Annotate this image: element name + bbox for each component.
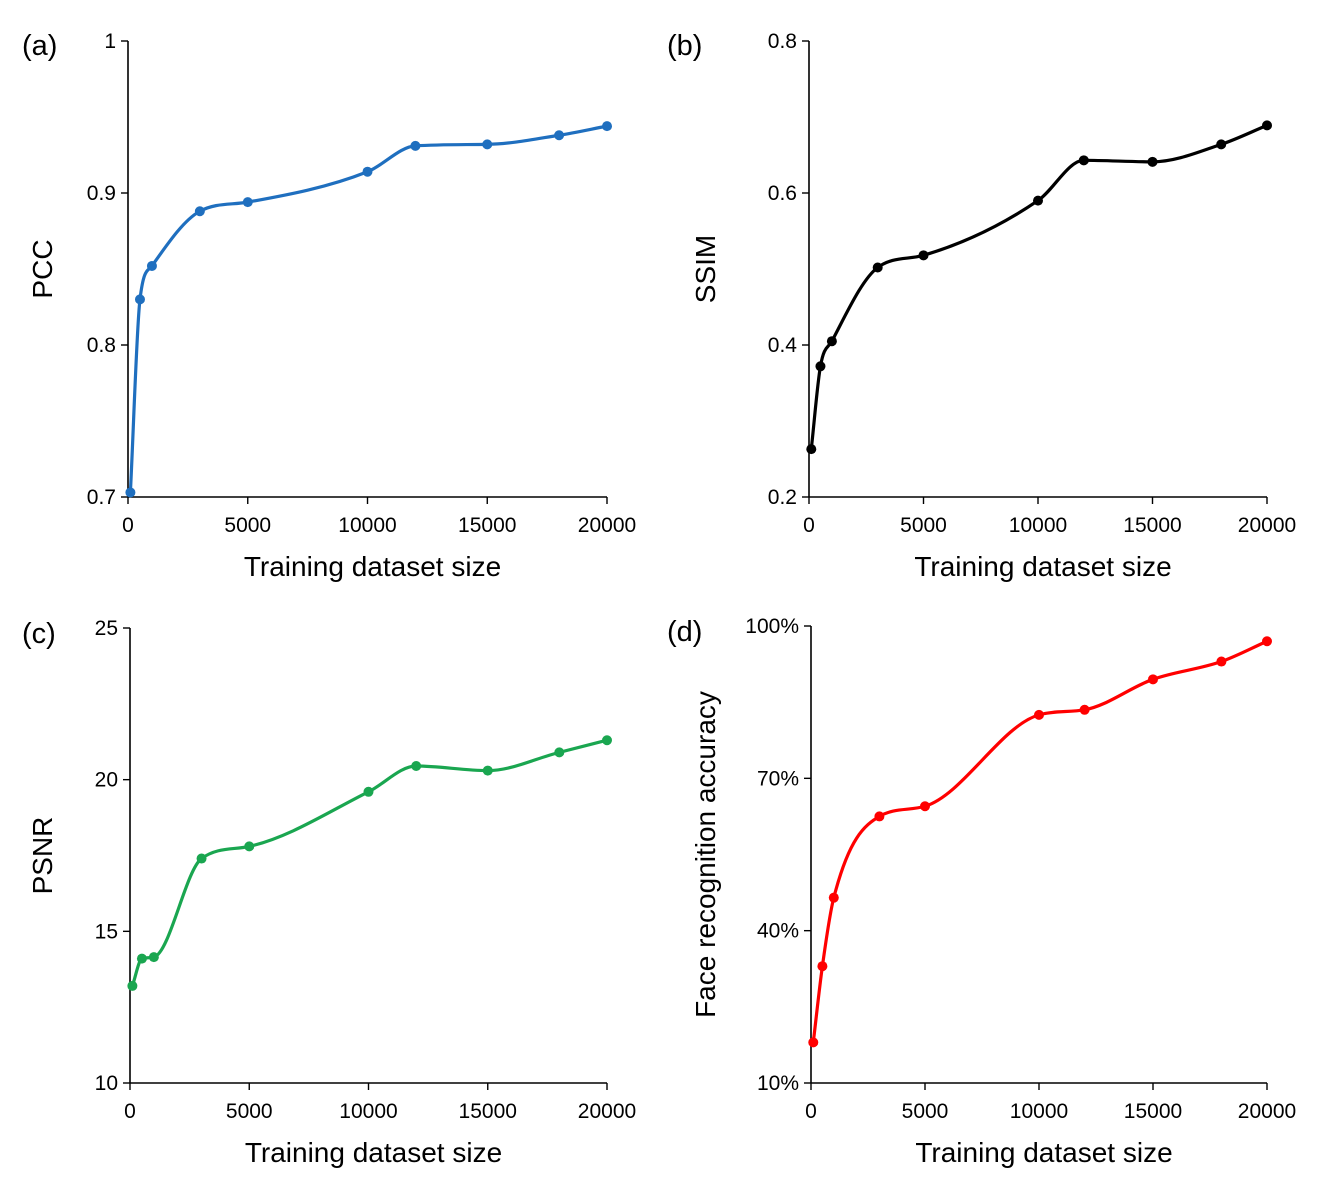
data-point bbox=[918, 250, 929, 261]
chart-panel-d: (d) 10% 40% 70% 100% 0 5000 10000 15000 20000 Trai… bbox=[667, 615, 1296, 1168]
data-point bbox=[194, 206, 205, 217]
data-point bbox=[362, 166, 373, 177]
y-tick-label: 25 bbox=[95, 617, 118, 640]
x-tick-label: 20000 bbox=[578, 1100, 636, 1123]
data-point bbox=[196, 853, 207, 864]
data-point bbox=[815, 361, 826, 372]
data-point bbox=[363, 786, 374, 797]
y-tick-label: 10% bbox=[757, 1072, 799, 1095]
y-tick-label: 40% bbox=[757, 920, 799, 943]
data-point bbox=[1078, 155, 1089, 166]
data-point bbox=[482, 765, 493, 776]
series-line bbox=[128, 124, 609, 495]
data-point bbox=[806, 444, 817, 455]
data-point bbox=[554, 747, 565, 758]
x-tick-label: 15000 bbox=[1123, 514, 1181, 537]
chart-panel-a: (a) 0.7 0.8 0.9 1 0 5000 10000 15000 20000 Trainin… bbox=[22, 30, 636, 582]
y-tick-label: 0.6 bbox=[768, 182, 797, 205]
data-point bbox=[148, 952, 159, 963]
y-axis-title: PSNR bbox=[27, 817, 58, 895]
y-tick-label: 0.7 bbox=[87, 486, 116, 509]
x-tick-label: 0 bbox=[122, 514, 134, 537]
data-point bbox=[1216, 139, 1227, 150]
data-point bbox=[1262, 636, 1272, 647]
x-tick-label: 15000 bbox=[459, 1100, 517, 1123]
y-tick-label: 70% bbox=[757, 767, 799, 790]
y-tick-label: 15 bbox=[95, 920, 118, 943]
data-point bbox=[127, 980, 138, 991]
x-tick-label: 20000 bbox=[578, 514, 636, 537]
chart-panel-b: (b) 0.2 0.4 0.6 0.8 0 5000 10000 15000 20000 Train… bbox=[667, 30, 1296, 582]
x-tick-label: 5000 bbox=[226, 1100, 273, 1123]
x-tick-label: 20000 bbox=[1238, 514, 1296, 537]
x-tick-label: 10000 bbox=[1010, 1100, 1068, 1123]
x-axis-title: Training dataset size bbox=[914, 551, 1171, 582]
panel-label: (a) bbox=[22, 30, 57, 62]
data-point bbox=[125, 487, 136, 498]
data-point bbox=[826, 336, 837, 347]
x-axis-title: Training dataset size bbox=[915, 1137, 1172, 1168]
data-point bbox=[874, 811, 885, 822]
data-point bbox=[828, 892, 839, 903]
x-tick-label: 15000 bbox=[1124, 1100, 1182, 1123]
data-point bbox=[1262, 120, 1272, 131]
data-point bbox=[134, 294, 145, 305]
y-tick-label: 20 bbox=[95, 769, 118, 792]
series-line bbox=[809, 123, 1269, 451]
data-point bbox=[146, 260, 157, 271]
y-tick-label: 0.8 bbox=[768, 30, 797, 53]
x-tick-label: 0 bbox=[124, 1100, 136, 1123]
y-axis-title: PCC bbox=[27, 239, 58, 298]
x-tick-label: 0 bbox=[805, 1100, 817, 1123]
x-tick-label: 5000 bbox=[902, 1100, 949, 1123]
data-point bbox=[817, 961, 828, 972]
series-line bbox=[811, 639, 1269, 1044]
x-tick-label: 10000 bbox=[1009, 514, 1067, 537]
y-tick-label: 1 bbox=[104, 30, 116, 53]
data-point bbox=[1033, 195, 1043, 206]
x-tick-label: 5000 bbox=[224, 514, 271, 537]
y-tick-label: 0.4 bbox=[768, 334, 798, 357]
x-axis-title: Training dataset size bbox=[244, 551, 501, 582]
data-point bbox=[1216, 656, 1227, 667]
data-point bbox=[136, 953, 147, 964]
data-point bbox=[602, 735, 612, 746]
data-point bbox=[872, 262, 883, 273]
y-tick-label: 0.2 bbox=[768, 486, 797, 509]
panel-label: (c) bbox=[22, 618, 56, 650]
chart-panel-c: (c) 10 15 20 25 0 5000 10000 15000 20000 Training … bbox=[22, 617, 636, 1168]
x-axis-title: Training dataset size bbox=[245, 1137, 502, 1168]
data-point bbox=[1079, 704, 1090, 715]
panel-label: (b) bbox=[667, 30, 702, 62]
data-point bbox=[1034, 709, 1044, 720]
data-point bbox=[808, 1037, 819, 1048]
x-tick-label: 10000 bbox=[338, 514, 396, 537]
data-point bbox=[244, 841, 255, 852]
data-point bbox=[1147, 156, 1158, 167]
y-axis-title: Face recognition accuracy bbox=[690, 691, 721, 1018]
x-tick-label: 5000 bbox=[900, 514, 947, 537]
y-tick-label: 10 bbox=[95, 1072, 118, 1095]
data-point bbox=[482, 139, 493, 150]
x-tick-label: 0 bbox=[803, 514, 815, 537]
data-point bbox=[554, 130, 565, 141]
data-point bbox=[410, 140, 421, 151]
data-point bbox=[920, 801, 930, 812]
y-tick-label: 0.9 bbox=[87, 182, 116, 205]
data-point bbox=[1148, 674, 1158, 685]
x-tick-label: 10000 bbox=[339, 1100, 397, 1123]
y-tick-label: 0.8 bbox=[87, 334, 116, 357]
panel-label: (d) bbox=[667, 616, 702, 648]
y-axis-title: SSIM bbox=[690, 235, 721, 303]
data-point bbox=[602, 121, 612, 132]
data-point bbox=[411, 761, 422, 772]
y-tick-label: 100% bbox=[745, 615, 799, 638]
data-point bbox=[242, 197, 253, 208]
x-tick-label: 15000 bbox=[458, 514, 516, 537]
x-tick-label: 20000 bbox=[1238, 1100, 1296, 1123]
